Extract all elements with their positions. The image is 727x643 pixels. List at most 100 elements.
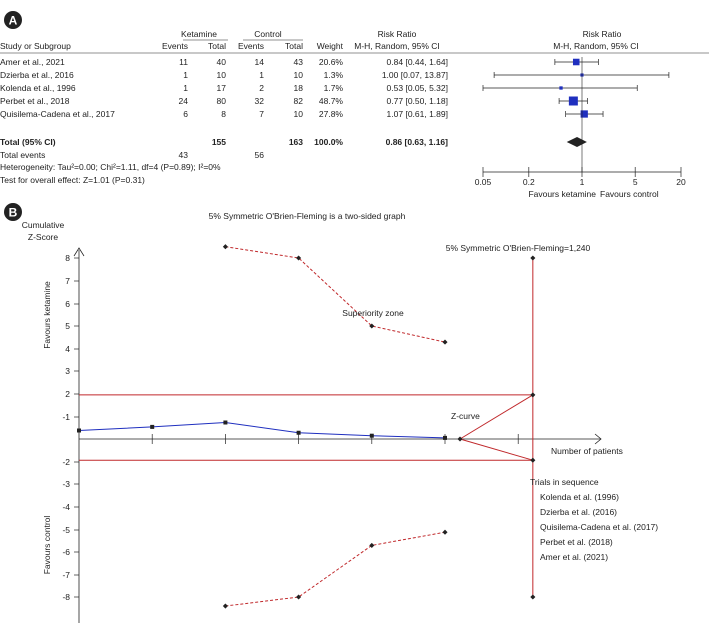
tsa-y-tick-label: -7 bbox=[62, 570, 70, 580]
superiority-label: Superiority zone bbox=[342, 308, 404, 318]
pooled-diamond bbox=[566, 137, 587, 147]
total-label: Total (95% CI) bbox=[0, 137, 56, 147]
panel-a-badge-circle bbox=[4, 11, 22, 29]
control-total: 82 bbox=[294, 96, 304, 106]
ketamine-total: 8 bbox=[221, 109, 226, 119]
study-weight: 1.3% bbox=[324, 70, 344, 80]
tsa-y-tick-label: -4 bbox=[62, 502, 70, 512]
col-c-events: Events bbox=[238, 41, 264, 51]
control-total: 43 bbox=[294, 57, 304, 67]
study-name: Quisilema-Cadena et al., 2017 bbox=[0, 109, 115, 119]
total-events-c: 56 bbox=[255, 150, 265, 160]
tsa-x-axis-arrow bbox=[594, 433, 602, 445]
forest-x-tick-label: 0.05 bbox=[475, 177, 492, 187]
study-weight: 20.6% bbox=[319, 57, 344, 67]
total-c: 163 bbox=[289, 137, 303, 147]
col-rr: M-H, Random, 95% CI bbox=[354, 41, 440, 51]
boundary-label: 5% Symmetric O'Brien-Fleming=1,240 bbox=[446, 243, 591, 253]
ketamine-events: 24 bbox=[179, 96, 189, 106]
col-k-events: Events bbox=[162, 41, 188, 51]
study-point-marker bbox=[572, 58, 580, 66]
favours-ketamine-axis: Favours ketamine bbox=[42, 281, 52, 349]
futility-boundary-upper bbox=[459, 394, 534, 440]
control-events: 14 bbox=[255, 57, 265, 67]
control-events: 2 bbox=[259, 83, 264, 93]
col-k-total: Total bbox=[208, 41, 226, 51]
study-rr: 1.07 [0.61, 1.89] bbox=[387, 109, 448, 119]
futility-boundary-lower bbox=[459, 438, 533, 461]
group-control-header: Control bbox=[254, 29, 282, 39]
tsa-y-tick-label: -5 bbox=[62, 525, 70, 535]
z-curve-point bbox=[443, 435, 447, 440]
z-curve-point bbox=[296, 430, 301, 435]
heterogeneity: Heterogeneity: Tau²=0.00; Chi²=1.11, df=… bbox=[0, 162, 221, 172]
control-total: 18 bbox=[294, 83, 304, 93]
total-k: 155 bbox=[212, 137, 226, 147]
ketamine-total: 80 bbox=[217, 96, 227, 106]
boundary-vertex-marker bbox=[530, 392, 536, 398]
ketamine-total: 17 bbox=[217, 83, 227, 93]
z-curve-point bbox=[369, 433, 374, 438]
ketamine-events: 1 bbox=[183, 83, 188, 93]
forest-x-tick-label: 20 bbox=[676, 177, 686, 187]
inferiority-boundary-line bbox=[225, 531, 446, 607]
col-study: Study or Subgroup bbox=[0, 41, 71, 51]
panel-b: B 5% Symmetric O'Brien-Fleming is a two-… bbox=[4, 203, 658, 623]
study-name: Amer et al., 2021 bbox=[0, 57, 65, 67]
total-events-k: 43 bbox=[179, 150, 189, 160]
forest-x-tick-label: 5 bbox=[633, 177, 638, 187]
total-weight: 100.0% bbox=[314, 137, 343, 147]
plot-subheader: M-H, Random, 95% CI bbox=[553, 41, 639, 51]
control-total: 10 bbox=[294, 70, 304, 80]
z-curve-point bbox=[223, 420, 228, 425]
tsa-y-tick-label: 8 bbox=[65, 253, 70, 263]
trial-4: Perbet et al. (2018) bbox=[540, 537, 613, 547]
control-events: 1 bbox=[259, 70, 264, 80]
z-curve-point bbox=[77, 428, 81, 433]
ris-bottom-marker bbox=[530, 594, 536, 600]
study-point-marker bbox=[559, 86, 563, 90]
y-title-line2: Z-Score bbox=[28, 232, 59, 242]
study-name: Dzierba et al., 2016 bbox=[0, 70, 74, 80]
tsa-y-tick-label: 7 bbox=[65, 276, 70, 286]
superiority-boundary-point bbox=[369, 323, 375, 329]
tsa-y-tick-label: 2 bbox=[65, 389, 70, 399]
tsa-y-axis-arrow bbox=[73, 247, 85, 257]
tsa-y-tick-label: -2 bbox=[62, 457, 70, 467]
ris-top-marker bbox=[530, 255, 536, 261]
forest-x-tick-label: 1 bbox=[580, 177, 585, 187]
panel-b-badge-circle bbox=[4, 203, 22, 221]
ketamine-total: 10 bbox=[217, 70, 227, 80]
boundary-vertex-marker bbox=[530, 457, 536, 463]
ketamine-events: 1 bbox=[183, 70, 188, 80]
study-rr: 1.00 [0.07, 13.87] bbox=[382, 70, 448, 80]
trial-1: Kolenda et al. (1996) bbox=[540, 492, 619, 502]
study-name: Perbet et al., 2018 bbox=[0, 96, 70, 106]
control-events: 7 bbox=[259, 109, 264, 119]
study-rows: Amer et al., 2021 11 40 14 43 20.6% 0.84 [0.44… bbox=[0, 57, 448, 119]
col-weight: Weight bbox=[317, 41, 344, 51]
tsa-y-tick-label: 4 bbox=[65, 344, 70, 354]
study-weight: 27.8% bbox=[319, 109, 344, 119]
rr-header: Risk Ratio bbox=[378, 29, 417, 39]
control-total: 10 bbox=[294, 109, 304, 119]
panel-a: A Ketamine Control Risk Ratio Risk Ratio… bbox=[0, 11, 709, 199]
study-name: Kolenda et al., 1996 bbox=[0, 83, 76, 93]
study-weight: 1.7% bbox=[324, 83, 344, 93]
inferiority-boundary-point bbox=[296, 594, 302, 600]
favours-control: Favours control bbox=[600, 189, 659, 199]
study-point-marker bbox=[568, 96, 578, 106]
trial-5: Amer et al. (2021) bbox=[540, 552, 608, 562]
ketamine-total: 40 bbox=[217, 57, 227, 67]
trials-heading: Trials in sequence bbox=[530, 477, 599, 487]
ketamine-events: 11 bbox=[179, 57, 188, 67]
tsa-y-tick-label: -3 bbox=[62, 479, 70, 489]
y-title-line1: Cumulative bbox=[22, 220, 65, 230]
study-weight: 48.7% bbox=[319, 96, 344, 106]
superiority-boundary-point bbox=[296, 255, 302, 261]
tsa-y-tick-label: 3 bbox=[65, 366, 70, 376]
tsa-plot: 8 7 6 5 4 3 2 -1 -2 -3 -4 -5 -6 -7 -8 bbox=[62, 244, 602, 623]
inferiority-boundary-point bbox=[442, 529, 448, 535]
plot-header: Risk Ratio bbox=[583, 29, 622, 39]
